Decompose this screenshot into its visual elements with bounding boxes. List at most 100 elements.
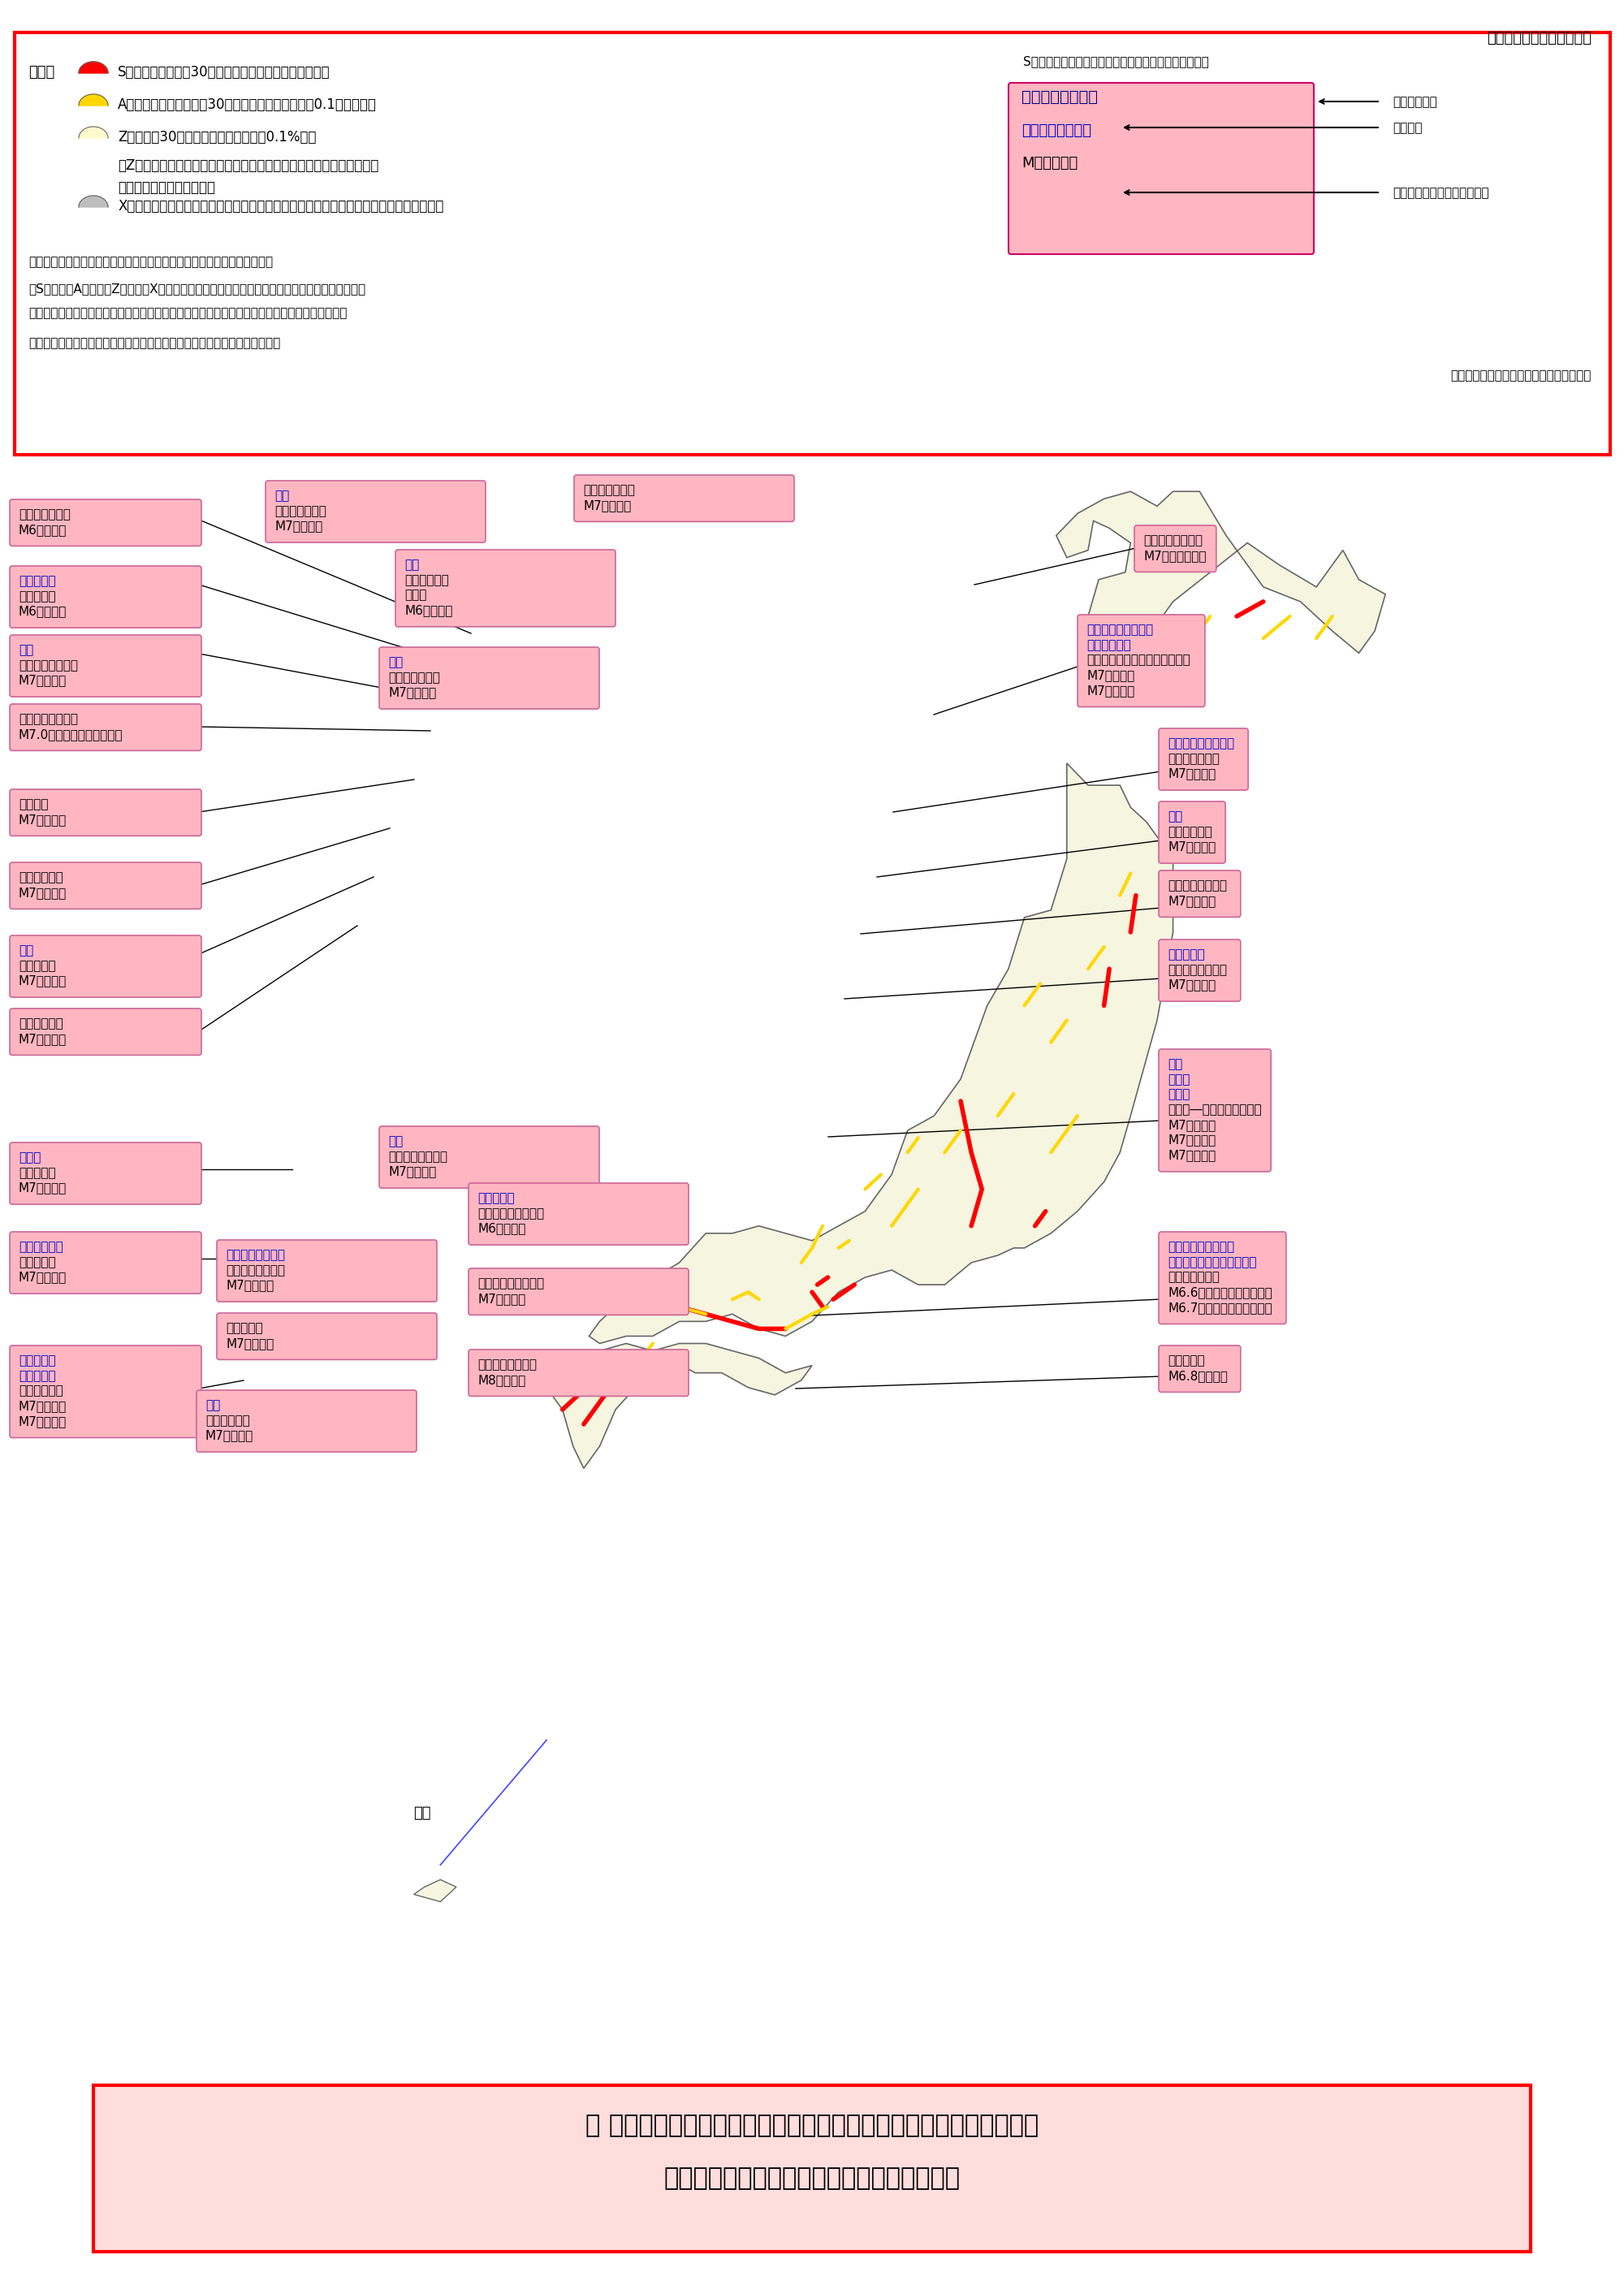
Text: M7．４程度: M7．４程度 <box>1168 1150 1216 1161</box>
Text: 呉羽山断層帯: 呉羽山断層帯 <box>1086 638 1130 652</box>
Text: M6.7程度もしくはそれ以上: M6.7程度もしくはそれ以上 <box>1168 1302 1272 1313</box>
FancyBboxPatch shape <box>266 482 486 543</box>
Text: M7．２程度: M7．２程度 <box>19 1034 67 1045</box>
Polygon shape <box>78 61 107 73</box>
Text: 宍道（鹿島）断層: 宍道（鹿島）断層 <box>19 713 78 725</box>
Text: 新庄盆地断層帯: 新庄盆地断層帯 <box>388 670 440 684</box>
Text: 石鎚山脈北縁西部: 石鎚山脈北縁西部 <box>1021 123 1091 139</box>
Text: 砺波平野断層帯東部: 砺波平野断層帯東部 <box>1086 623 1153 636</box>
Text: M7．０程度: M7．０程度 <box>1086 670 1135 682</box>
Text: M7．６程度: M7．６程度 <box>19 975 67 986</box>
Text: る強い揺れに見舞われるおそれがあります。: る強い揺れに見舞われるおそれがあります。 <box>664 2167 960 2190</box>
Text: M7．３程度以上: M7．３程度以上 <box>1143 550 1207 561</box>
Text: M7．２程度: M7．２程度 <box>19 886 67 900</box>
Text: Sランク、Aランク、Zランク、Xランクのいずれも、すぐに地震が起こることが否定できない。: Sランク、Aランク、Zランク、Xランクのいずれも、すぐに地震が起こることが否定で… <box>29 282 365 295</box>
FancyBboxPatch shape <box>1160 1050 1272 1172</box>
Text: M7．６程度: M7．６程度 <box>205 1429 253 1443</box>
Text: 境峠・神谷断層帯: 境峠・神谷断層帯 <box>388 1150 448 1163</box>
Text: Zランク：30年以内の地震発生確率が0.1%未満: Zランク：30年以内の地震発生確率が0.1%未満 <box>117 130 317 145</box>
Text: 中部: 中部 <box>19 945 34 957</box>
FancyBboxPatch shape <box>1078 616 1205 707</box>
Text: ランクの算定基準日は２０２３年１月１日: ランクの算定基準日は２０２３年１月１日 <box>1450 370 1592 382</box>
FancyBboxPatch shape <box>468 1184 689 1245</box>
Text: 木曽山脈西縁断層帯: 木曽山脈西縁断層帯 <box>477 1206 544 1220</box>
Polygon shape <box>547 1343 653 1468</box>
Text: 琵琶湖西岸断層帯: 琵琶湖西岸断層帯 <box>19 659 78 670</box>
Polygon shape <box>590 763 1173 1343</box>
FancyBboxPatch shape <box>575 475 794 523</box>
Text: M6．８程度: M6．８程度 <box>19 523 67 536</box>
Text: サロベツ断層帯: サロベツ断層帯 <box>583 484 635 495</box>
Text: ２０２３年１月１３日公表: ２０２３年１月１３日公表 <box>1488 32 1592 45</box>
FancyBboxPatch shape <box>10 1009 201 1054</box>
FancyBboxPatch shape <box>1009 82 1314 254</box>
FancyBboxPatch shape <box>10 1143 201 1204</box>
Text: 黒松内低地断層帯: 黒松内低地断層帯 <box>1143 534 1202 548</box>
Text: ・ひとつの断層帯のうち、活動区間によってランクが異なる場合がある。: ・ひとつの断層帯のうち、活動区間によってランクが異なる場合がある。 <box>29 257 273 268</box>
Text: 森本・富樫断層帯: 森本・富樫断層帯 <box>1168 879 1228 891</box>
FancyBboxPatch shape <box>10 863 201 909</box>
Text: 南西部：北部: 南西部：北部 <box>19 1241 63 1252</box>
Text: 日奈久区間: 日奈久区間 <box>19 1370 55 1381</box>
Text: 地震規模（マグニチュード）: 地震規模（マグニチュード） <box>1393 186 1489 200</box>
FancyBboxPatch shape <box>10 1345 201 1438</box>
Text: M7．１程度: M7．１程度 <box>388 686 437 700</box>
Text: M７．５程度: M７．５程度 <box>1021 157 1078 170</box>
Text: 東部: 東部 <box>388 657 403 668</box>
Text: 主部：　衣笠・北武断層帯: 主部： 衣笠・北武断層帯 <box>1168 1256 1257 1268</box>
Text: M7．５程度: M7．５程度 <box>226 1279 274 1290</box>
Text: 塩沢断層帯: 塩沢断層帯 <box>1168 1354 1205 1368</box>
Text: 主部：北部: 主部：北部 <box>19 575 55 586</box>
Text: 上町断層帯: 上町断層帯 <box>226 1322 263 1334</box>
Text: 発生する可能性を示す。）: 発生する可能性を示す。） <box>117 179 214 195</box>
Text: M7．５程度: M7．５程度 <box>226 1338 274 1350</box>
Text: 日奈久断層帯: 日奈久断層帯 <box>19 1386 63 1397</box>
Text: 阿寺断層帯: 阿寺断層帯 <box>19 591 55 602</box>
Text: 糸魚川―静岡構造線断層帯: 糸魚川―静岡構造線断層帯 <box>1168 1104 1262 1116</box>
Text: 弥栄断層: 弥栄断層 <box>19 797 49 811</box>
Text: Sランクの活動区間を含む断層帯に吹き出しを付けた。: Sランクの活動区間を含む断層帯に吹き出しを付けた。 <box>1023 55 1208 68</box>
Text: 西部: 西部 <box>1168 811 1182 822</box>
Text: Sランク（高い）：30年以内の地震発生確率が３％以上: Sランク（高い）：30年以内の地震発生確率が３％以上 <box>117 66 330 80</box>
Polygon shape <box>78 93 107 105</box>
Text: M7．３程度: M7．３程度 <box>274 520 323 532</box>
Text: M7．６程度: M7．６程度 <box>1168 1134 1216 1145</box>
Text: 高田平野断層帯: 高田平野断層帯 <box>1168 752 1220 766</box>
FancyBboxPatch shape <box>218 1241 437 1302</box>
Text: 楠形山脈断層帯: 楠形山脈断層帯 <box>19 509 70 520</box>
Text: 北部: 北部 <box>274 491 289 502</box>
FancyBboxPatch shape <box>1160 729 1249 791</box>
Text: 凡例：: 凡例： <box>29 66 55 80</box>
Text: 南部: 南部 <box>404 559 419 570</box>
Polygon shape <box>414 1879 456 1902</box>
Text: 全部: 全部 <box>205 1400 221 1411</box>
Text: M6．９程度: M6．９程度 <box>19 604 67 618</box>
Text: 北部: 北部 <box>19 643 34 657</box>
Text: M8．０程度: M8．０程度 <box>477 1375 526 1386</box>
FancyBboxPatch shape <box>380 648 599 709</box>
Text: M7．５程度: M7．５程度 <box>19 1415 67 1427</box>
Text: M7．３程度: M7．３程度 <box>19 1400 67 1413</box>
Text: 北部: 北部 <box>1168 1059 1182 1070</box>
Text: M7．２程度: M7．２程度 <box>1168 979 1216 991</box>
Text: M7．３程度: M7．３程度 <box>19 1270 67 1284</box>
Text: 庄内平野東縁: 庄内平野東縁 <box>404 575 448 586</box>
FancyBboxPatch shape <box>1160 870 1241 918</box>
Text: 主部：南部: 主部：南部 <box>477 1193 515 1204</box>
Text: 奈良盆地東縁断層帯: 奈良盆地東縁断層帯 <box>477 1277 544 1290</box>
Text: 中央構造線断層帯: 中央構造線断層帯 <box>1021 89 1098 105</box>
Text: M7．１程度: M7．１程度 <box>19 675 67 686</box>
FancyBboxPatch shape <box>1134 525 1216 573</box>
Text: 砺波平野断層帯・呉羽山断層帯: 砺波平野断層帯・呉羽山断層帯 <box>1086 654 1190 666</box>
Text: 三浦半島断層群: 三浦半島断層群 <box>1168 1270 1220 1284</box>
Text: 十日町断層帯: 十日町断層帯 <box>1168 825 1212 838</box>
FancyBboxPatch shape <box>10 566 201 627</box>
Text: M7．２程度: M7．２程度 <box>1086 684 1135 698</box>
Text: 国府断層帯: 国府断層帯 <box>1168 947 1205 961</box>
Text: 山形盆地断層帯: 山形盆地断層帯 <box>274 504 326 518</box>
FancyBboxPatch shape <box>1160 1345 1241 1393</box>
Text: M7．４程度: M7．４程度 <box>477 1293 526 1304</box>
FancyBboxPatch shape <box>380 1127 599 1188</box>
FancyBboxPatch shape <box>1160 941 1241 1002</box>
Polygon shape <box>1056 491 1385 661</box>
